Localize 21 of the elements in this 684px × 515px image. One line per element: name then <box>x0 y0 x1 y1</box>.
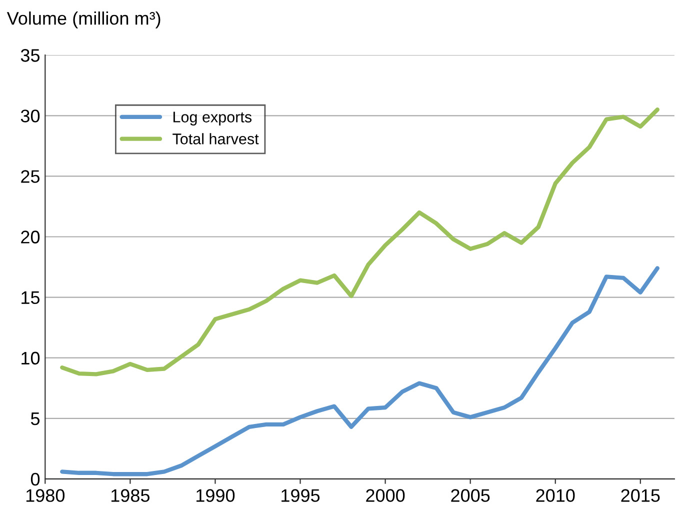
y-tick-label: 15 <box>22 291 40 304</box>
x-tick-label: 1980 <box>26 489 65 502</box>
line-series <box>60 266 660 476</box>
y-tick-label: 35 <box>20 49 40 62</box>
x-tick-label: 1985 <box>111 489 150 502</box>
x-tick-label: 2000 <box>366 489 405 502</box>
y-tick-label: 25 <box>21 170 40 183</box>
y-tick-label: 30 <box>20 110 40 122</box>
line-series <box>60 108 660 376</box>
legend-label: Total harvest <box>172 133 259 144</box>
y-tick-label: 20 <box>21 230 40 244</box>
x-tick-label: 1990 <box>196 489 235 502</box>
y-tick-label: 5 <box>30 412 40 426</box>
x-tick-label: 2015 <box>621 489 660 502</box>
legend-label: Log exports <box>173 112 252 126</box>
x-tick-label: 2010 <box>536 489 575 502</box>
x-tick-label: 2005 <box>451 489 490 502</box>
y-tick-label: 0 <box>30 472 40 486</box>
y-tick-label: 10 <box>22 352 40 365</box>
y-axis-title: Volume (million m³) <box>6 11 160 28</box>
x-tick-label: 1995 <box>282 489 320 502</box>
